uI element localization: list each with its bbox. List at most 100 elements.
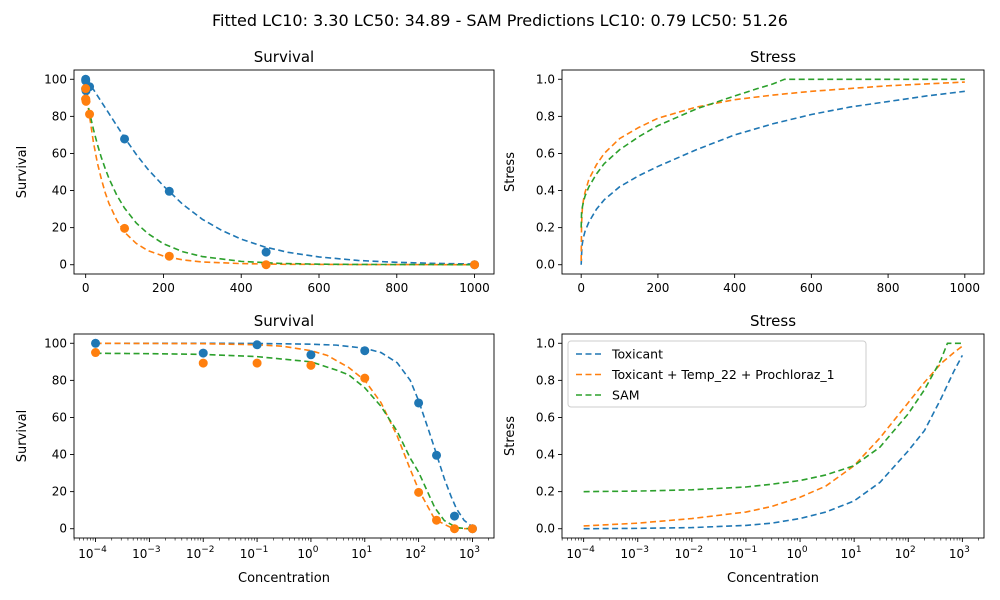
x-tick-label: 600 [308, 281, 331, 295]
x-tick-label: 0 [82, 281, 90, 295]
y-tick-label: 20 [52, 221, 67, 235]
panel-stress-log: Stress Stress Concentration 0.0 0.2 0.4 0.6 0.8… [503, 312, 985, 586]
panel-title: Survival [254, 312, 314, 330]
x-tick-exponent: 0 [802, 545, 808, 555]
panel-title: Stress [750, 48, 796, 66]
y-tick-label: 100 [44, 336, 67, 350]
series-line-sam [95, 352, 473, 530]
x-tick-exponent: −3 [636, 545, 649, 555]
x-tick-label: 100 [787, 545, 808, 561]
y-axis-label: Survival [15, 146, 30, 198]
series-line-toxicant [95, 342, 473, 528]
data-point-combined [85, 109, 95, 119]
x-tick-exponent: 2 [420, 545, 426, 555]
series-line-toxicant [85, 78, 475, 265]
axes-frame [561, 69, 985, 275]
x-tick-label: 10−1 [240, 545, 269, 561]
data-point-combined [120, 223, 130, 233]
y-tick-label: 0.4 [536, 448, 555, 462]
y-axis-label: Stress [503, 416, 518, 456]
series-line-toxicant [583, 354, 964, 530]
x-tick-label: 1000 [459, 281, 490, 295]
x-tick-label: 10−4 [78, 545, 107, 561]
data-point-combined [432, 515, 442, 525]
x-tick-exponent: −2 [690, 545, 703, 555]
plot-area [580, 78, 965, 265]
data-point-combined [91, 348, 101, 358]
panel-survival-log: SurvivalSurvivalConcentration02040608010… [15, 312, 495, 586]
x-tick-exponent: 1 [367, 545, 373, 555]
data-point-toxicant [91, 338, 101, 348]
x-tick-label: 103 [459, 545, 480, 561]
x-tick-exponent: 2 [910, 545, 916, 555]
x-tick-label: 103 [949, 545, 970, 561]
data-point-toxicant [164, 186, 174, 196]
x-tick-exponent: 3 [474, 545, 480, 555]
data-point-combined [414, 487, 424, 497]
data-point-combined [261, 260, 271, 270]
y-tick-label: 80 [52, 109, 67, 123]
axes-frame [73, 69, 495, 275]
data-point-toxicant [414, 398, 424, 408]
x-tick-label: 400 [723, 281, 746, 295]
x-tick-label: 101 [351, 545, 372, 561]
y-tick-label: 80 [52, 373, 67, 387]
y-tick-label: 0.8 [536, 373, 555, 387]
data-point-combined [81, 84, 91, 94]
x-tick-label: 0 [577, 281, 585, 295]
x-tick-label: 800 [877, 281, 900, 295]
y-tick-label: 0.4 [536, 184, 555, 198]
y-tick-label: 60 [52, 410, 67, 424]
y-tick-label: 20 [52, 485, 67, 499]
y-axis-label: Stress [503, 152, 518, 192]
legend: Toxicant Toxicant + Temp_22 + Prochloraz_… [567, 340, 867, 408]
x-tick-exponent: 1 [856, 545, 862, 555]
y-tick-label: 40 [52, 448, 67, 462]
y-tick-label: 0.8 [536, 109, 555, 123]
figure-suptitle: Fitted LC10: 3.30 LC50: 34.89 - SAM Pred… [212, 11, 788, 30]
x-tick-label: 200 [152, 281, 175, 295]
x-tick-exponent: −1 [744, 545, 757, 555]
y-tick-label: 1.0 [536, 336, 555, 350]
x-tick-exponent: −4 [94, 545, 108, 555]
data-point-combined [164, 251, 174, 261]
y-tick-label: 0.6 [536, 146, 555, 160]
data-point-toxicant [432, 450, 442, 460]
x-tick-label: 1000 [950, 281, 981, 295]
x-tick-exponent: −2 [201, 545, 214, 555]
series-line-sam [580, 78, 965, 228]
x-tick-label: 10−4 [566, 545, 595, 561]
y-tick-label: 60 [52, 146, 67, 160]
data-point-combined [360, 373, 370, 383]
series-line-toxicant [580, 90, 965, 265]
y-tick-label: 0.0 [536, 258, 555, 272]
y-tick-label: 0.0 [536, 522, 555, 536]
axes-frame [73, 333, 495, 539]
data-point-toxicant [120, 134, 130, 144]
series-line-combined [583, 345, 963, 527]
series-line-sam [583, 342, 963, 493]
legend-box [567, 340, 867, 408]
y-tick-label: 0 [59, 258, 67, 272]
x-tick-label: 10−2 [186, 545, 215, 561]
legend-label: SAM [612, 388, 640, 403]
data-point-combined [450, 524, 460, 534]
data-point-combined [470, 260, 480, 270]
x-tick-label: 10−1 [729, 545, 758, 561]
panel-stress-linear: Stress Stress 0.0 0.2 0.4 0.6 0.8 1.0 0 200 400 600… [503, 48, 985, 295]
data-point-combined [198, 358, 208, 368]
x-tick-label: 800 [385, 281, 408, 295]
y-tick-label: 40 [52, 184, 67, 198]
y-tick-label: 0.2 [536, 221, 555, 235]
x-tick-label: 10−2 [675, 545, 704, 561]
x-tick-label: 100 [297, 545, 318, 561]
data-point-combined [81, 96, 91, 106]
data-point-toxicant [306, 350, 316, 360]
x-tick-label: 10−3 [132, 545, 161, 561]
x-tick-label: 102 [405, 545, 426, 561]
data-point-combined [306, 360, 316, 370]
axes-frame [561, 333, 985, 539]
x-tick-label: 10−3 [620, 545, 649, 561]
